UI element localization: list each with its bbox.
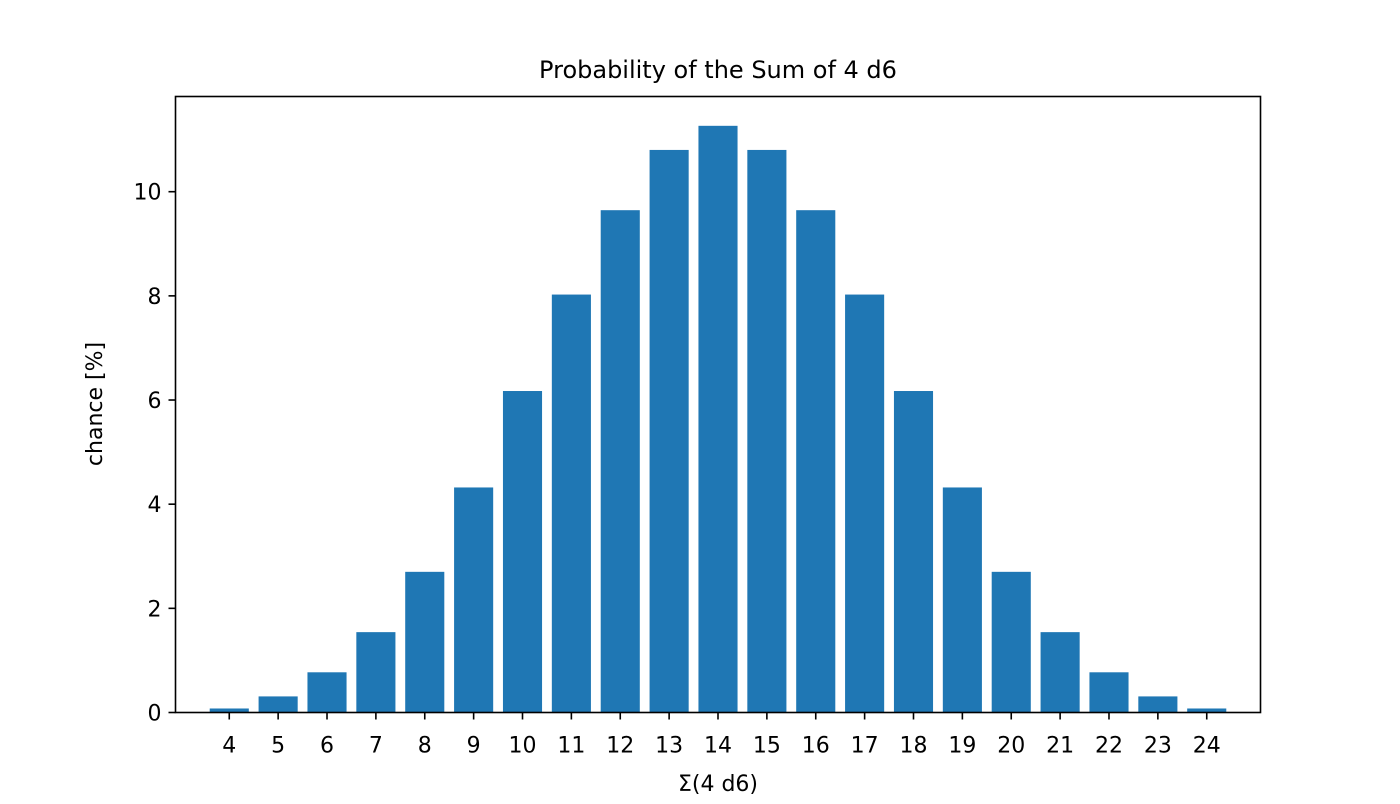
bar-sum-22 xyxy=(1089,672,1129,713)
x-tick-label: 11 xyxy=(557,734,585,759)
y-tick-label: 2 xyxy=(148,597,162,622)
bars-layer xyxy=(209,125,1227,713)
bar-sum-17 xyxy=(845,294,885,713)
bar-sum-8 xyxy=(405,571,445,713)
x-axis-label: Σ(4 d6) xyxy=(678,772,758,797)
x-tick-label: 7 xyxy=(369,734,383,759)
x-tick-label: 13 xyxy=(655,734,683,759)
bar-sum-21 xyxy=(1040,632,1080,713)
y-tick-label: 6 xyxy=(148,389,162,414)
x-axis-ticks: 4 5 6 7 8 9 10 11 12 13 14 15 16 17 18 19 20 21 22 23 24 xyxy=(222,712,1221,759)
x-tick-label: 6 xyxy=(320,734,334,759)
x-tick-label: 24 xyxy=(1193,734,1221,759)
bar-sum-13 xyxy=(649,149,689,713)
bar-sum-20 xyxy=(991,571,1031,713)
bar-sum-4 xyxy=(209,708,249,713)
y-tick-label: 4 xyxy=(148,493,162,518)
bar-sum-6 xyxy=(307,672,347,713)
chart-title: Probability of the Sum of 4 d6 xyxy=(539,56,897,84)
x-tick-label: 4 xyxy=(222,734,236,759)
x-tick-label: 15 xyxy=(753,734,781,759)
x-tick-label: 23 xyxy=(1144,734,1172,759)
bar-sum-16 xyxy=(796,210,836,713)
bar-sum-15 xyxy=(747,149,787,713)
plot-frame xyxy=(174,95,1262,714)
x-tick-label: 17 xyxy=(851,734,879,759)
x-tick-label: 10 xyxy=(509,734,537,759)
bar-sum-23 xyxy=(1138,696,1178,713)
bar-sum-19 xyxy=(942,487,982,713)
y-tick-label: 8 xyxy=(148,285,162,310)
x-tick-label: 14 xyxy=(704,734,732,759)
y-tick-label: 10 xyxy=(134,181,162,206)
bar-sum-14 xyxy=(698,125,738,713)
x-tick-label: 21 xyxy=(1046,734,1074,759)
y-axis-ticks: 0 2 4 6 8 10 xyxy=(134,181,176,727)
x-tick-label: 5 xyxy=(271,734,285,759)
bar-sum-24 xyxy=(1187,708,1227,713)
bar-sum-5 xyxy=(258,696,298,713)
bar-sum-11 xyxy=(551,294,591,713)
x-tick-label: 16 xyxy=(802,734,830,759)
x-tick-label: 18 xyxy=(899,734,927,759)
bar-sum-9 xyxy=(454,487,494,713)
bar-sum-12 xyxy=(600,210,640,713)
bar-sum-7 xyxy=(356,632,396,713)
x-tick-label: 19 xyxy=(948,734,976,759)
x-tick-label: 12 xyxy=(606,734,634,759)
bar-sum-18 xyxy=(893,391,934,713)
y-axis-label: chance [%] xyxy=(83,342,108,466)
x-tick-label: 8 xyxy=(418,734,432,759)
x-tick-label: 9 xyxy=(467,734,481,759)
x-tick-label: 22 xyxy=(1095,734,1123,759)
bar-sum-10 xyxy=(502,391,543,713)
y-tick-label: 0 xyxy=(148,702,162,727)
x-tick-label: 20 xyxy=(997,734,1025,759)
